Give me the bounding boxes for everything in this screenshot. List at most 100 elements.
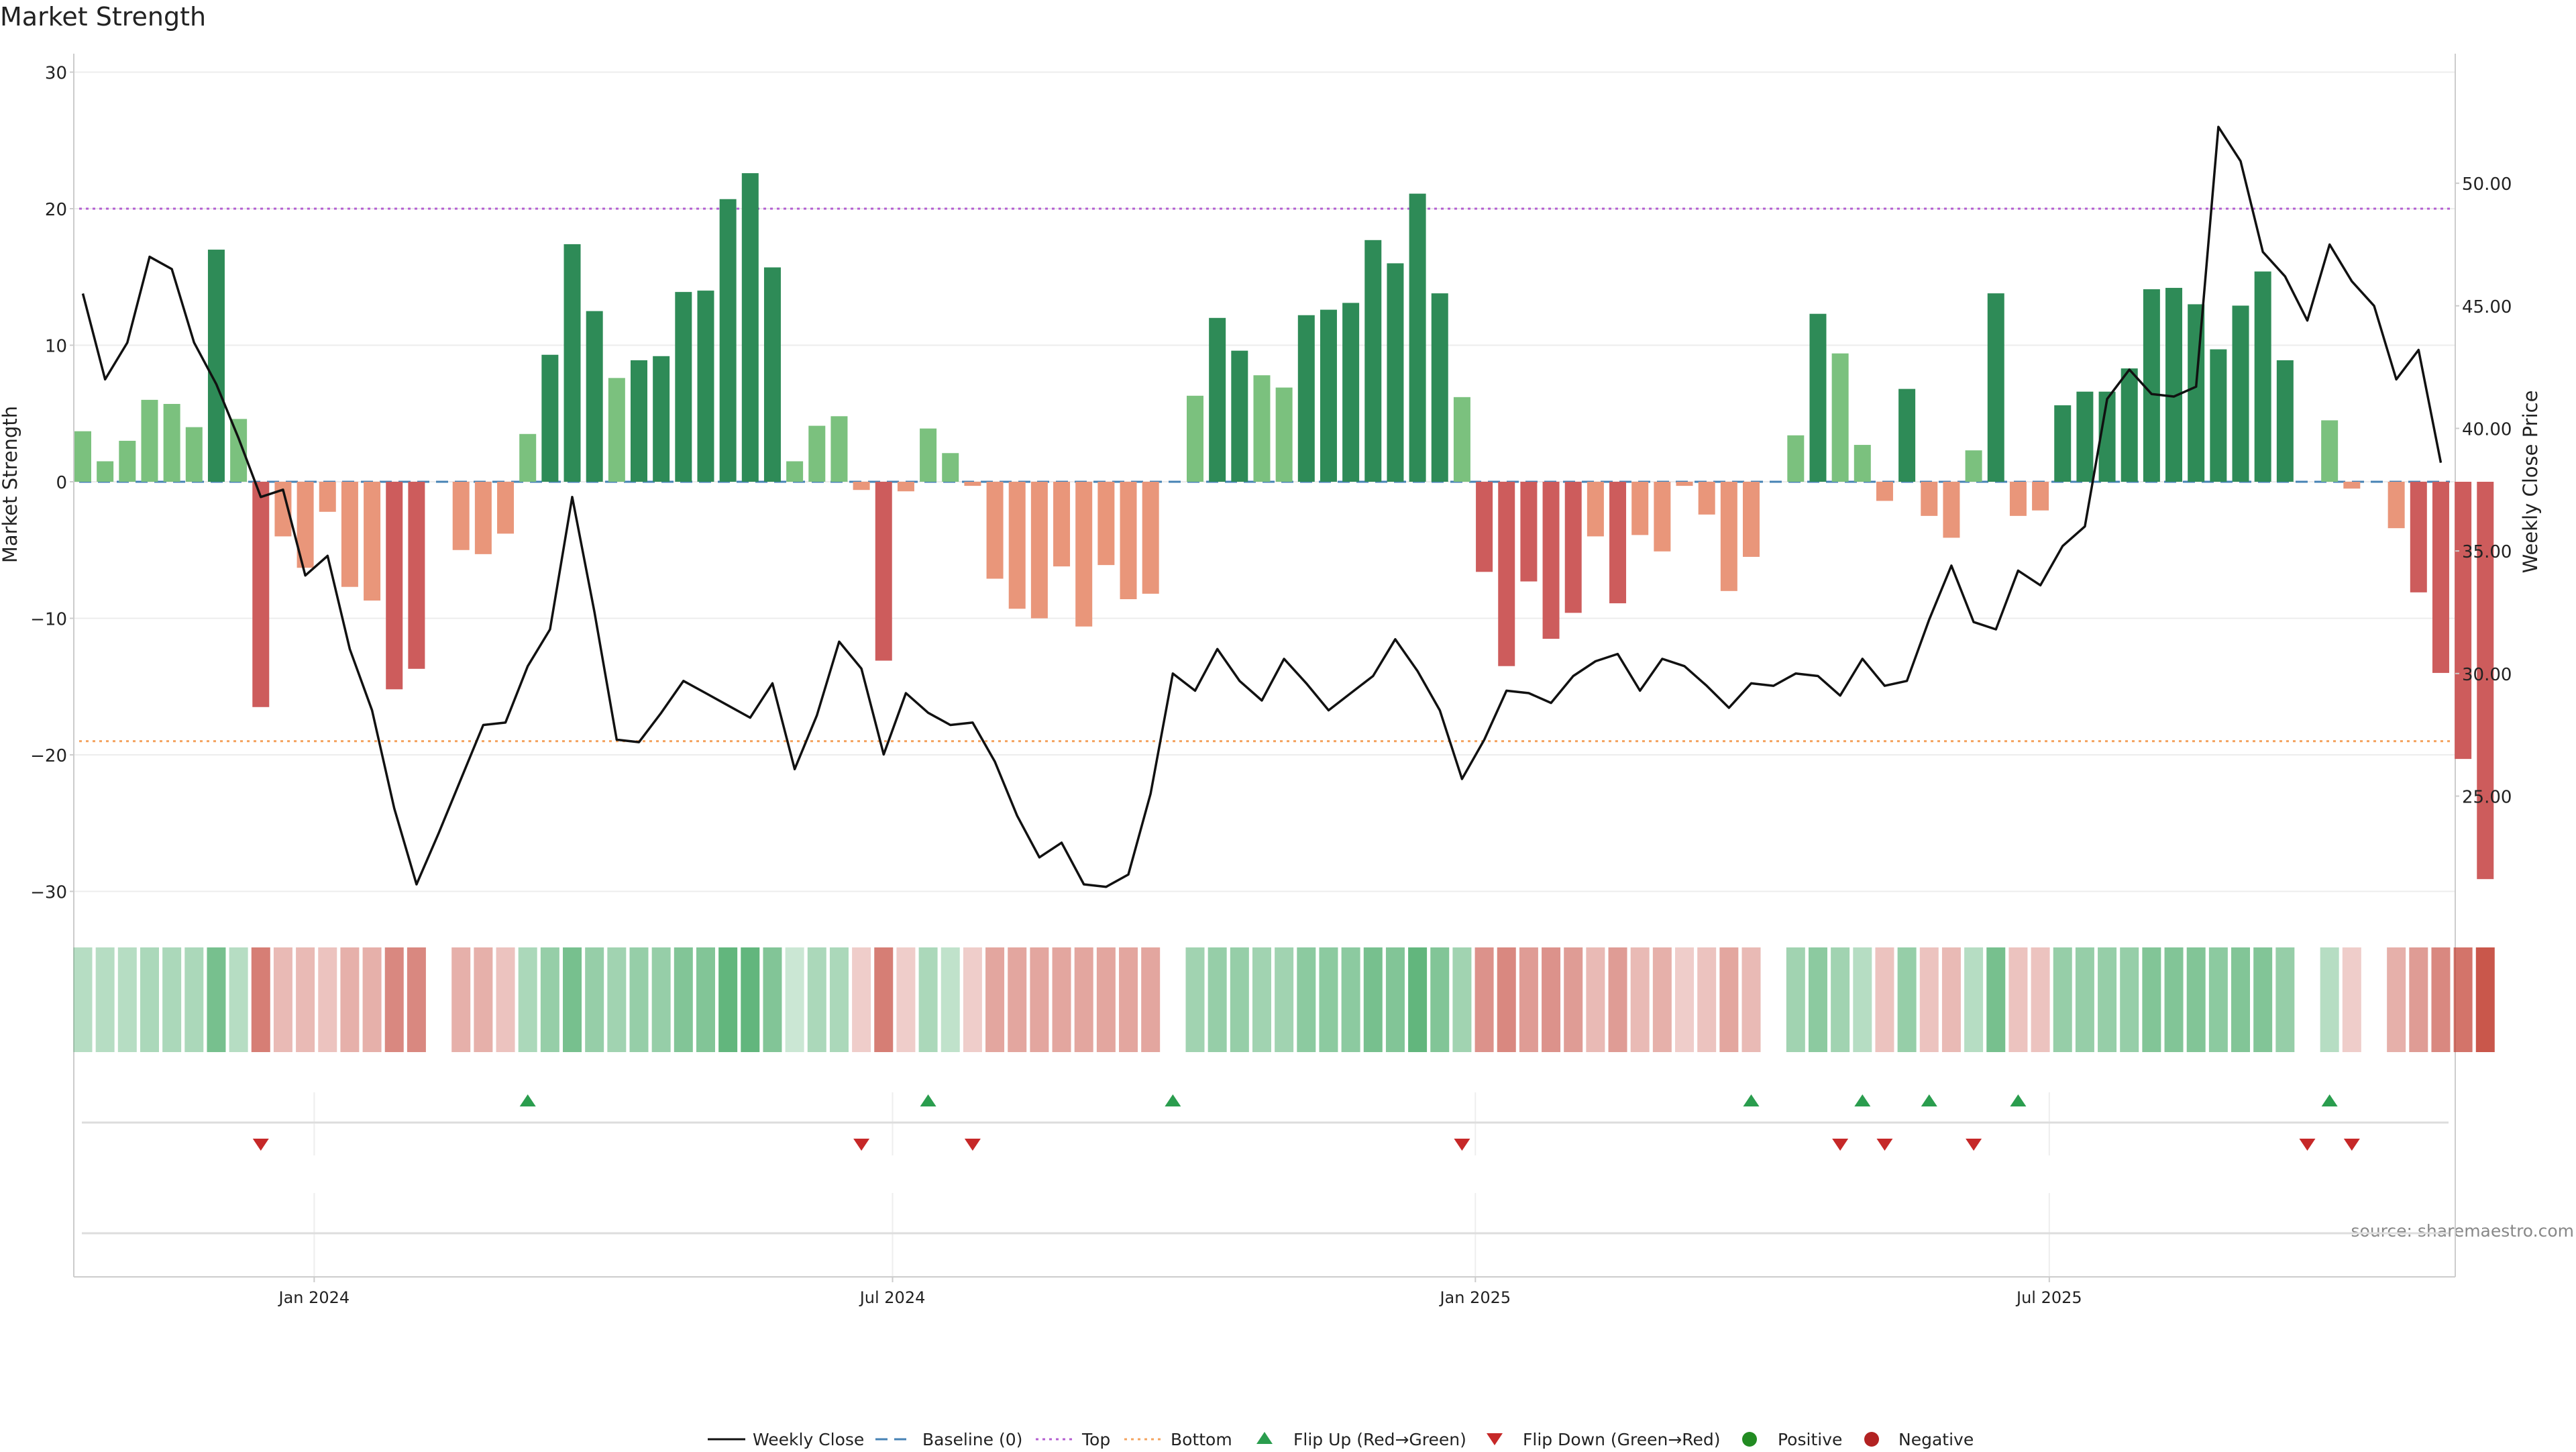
chart-title: Market Strength [0, 2, 206, 32]
strength-bar [1631, 482, 1649, 535]
intensity-tile [1897, 947, 1917, 1052]
left-tick-label: 0 [56, 473, 67, 493]
intensity-tile [874, 947, 894, 1052]
intensity-tile [1119, 947, 1138, 1052]
strength-bar [1520, 482, 1538, 582]
intensity-tile [1230, 947, 1249, 1052]
flip-up-marker [2321, 1094, 2338, 1106]
intensity-tile [1474, 947, 1494, 1052]
strength-bar [1431, 293, 1448, 482]
right-tick-label: 30.00 [2462, 665, 2512, 685]
intensity-tile [985, 947, 1005, 1052]
strength-bar [2410, 482, 2427, 592]
left-tick-label: −20 [30, 746, 67, 766]
strength-bar [319, 482, 336, 512]
strength-bar [1921, 482, 1938, 516]
left-tick-label: −10 [30, 610, 67, 630]
intensity-tile [1564, 947, 1583, 1052]
left-axis-label: Market Strength [0, 406, 21, 563]
strength-bar [1987, 293, 2004, 482]
intensity-tile [451, 947, 471, 1052]
strength-bar [897, 482, 914, 492]
intensity-tile [384, 947, 404, 1052]
intensity-tile [1275, 947, 1294, 1052]
intensity-tile [2031, 947, 2050, 1052]
strength-bar [185, 427, 203, 482]
legend-bottom: Bottom [1124, 1430, 1232, 1449]
intensity-strip [73, 947, 2495, 1052]
strength-bar [497, 482, 515, 534]
strength-bar [653, 356, 670, 482]
strength-bar [1253, 375, 1271, 482]
flip-down-marker [1832, 1139, 1849, 1151]
flip-down-marker [1966, 1139, 1982, 1151]
intensity-tile [2342, 947, 2361, 1052]
strength-bar [786, 461, 804, 482]
intensity-tile [1008, 947, 1027, 1052]
intensity-tile [1141, 947, 1161, 1052]
intensity-tile [318, 947, 337, 1052]
flip-up-marker [920, 1094, 936, 1106]
flip-down-marker [2299, 1139, 2316, 1151]
strength-bar [1831, 353, 1849, 482]
left-tick-label: 10 [45, 337, 67, 357]
intensity-tile [251, 947, 270, 1052]
flip-up-marker [1921, 1094, 1937, 1106]
intensity-tile [1786, 947, 1805, 1052]
intensity-tile [229, 947, 248, 1052]
strength-bar [2254, 271, 2271, 482]
strength-bar [408, 482, 425, 669]
intensity-tile [407, 947, 426, 1052]
x-tick-label: Jan 2024 [278, 1288, 350, 1307]
axis-frame [73, 54, 2456, 1278]
strength-bar [741, 173, 759, 482]
legend-baseline: Baseline (0) [875, 1430, 1022, 1449]
intensity-tile [362, 947, 382, 1052]
strength-bar [2432, 482, 2449, 673]
strength-bar [1587, 482, 1604, 537]
legend: Weekly Close Baseline (0) Top Bottom Fli… [708, 1430, 1974, 1449]
source-credit: source: sharemaestro.com [2351, 1221, 2575, 1241]
x-tick-label: Jul 2024 [859, 1288, 926, 1307]
strength-bar [1542, 482, 1560, 639]
intensity-tile [718, 947, 738, 1052]
strength-bar [2387, 482, 2405, 529]
intensity-tile [651, 947, 671, 1052]
flip-down-marker [853, 1139, 870, 1151]
strength-bar [586, 311, 603, 482]
strength-bar [1676, 482, 1693, 486]
flip-markers [252, 1094, 2360, 1151]
intensity-tile [1030, 947, 1049, 1052]
strength-bar [1387, 263, 1404, 482]
strength-bar [2143, 289, 2160, 482]
strength-bar [1209, 317, 1226, 482]
intensity-tile [1919, 947, 1939, 1052]
strength-bar [2321, 420, 2339, 482]
legend-positive-label: Positive [1778, 1430, 1842, 1449]
strength-bar [2477, 482, 2494, 880]
strength-bar [386, 482, 403, 690]
legend-weekly-close: Weekly Close [708, 1430, 864, 1449]
flip-up-marker [2010, 1094, 2027, 1106]
strength-bar [1275, 387, 1293, 482]
strength-bar [2276, 360, 2294, 482]
intensity-tile [2142, 947, 2161, 1052]
legend-baseline-label: Baseline (0) [922, 1430, 1022, 1449]
strength-bar [1743, 482, 1760, 557]
strength-bar [474, 482, 492, 554]
intensity-tile [1875, 947, 1894, 1052]
strength-bar [1053, 482, 1071, 567]
flip-up-marker [1743, 1094, 1760, 1106]
strength-bar [1876, 482, 1893, 501]
intensity-tile [1519, 947, 1538, 1052]
negative-dot-icon [1864, 1432, 1879, 1447]
strength-bar [1120, 482, 1137, 600]
strength-bar [2165, 288, 2183, 482]
intensity-tile [741, 947, 760, 1052]
intensity-tile [674, 947, 693, 1052]
intensity-tile [1853, 947, 1872, 1052]
strength-bar [1609, 482, 1627, 604]
legend-negative: Negative [1864, 1430, 1974, 1449]
flip-up-icon [1256, 1432, 1273, 1444]
intensity-tile [296, 947, 315, 1052]
